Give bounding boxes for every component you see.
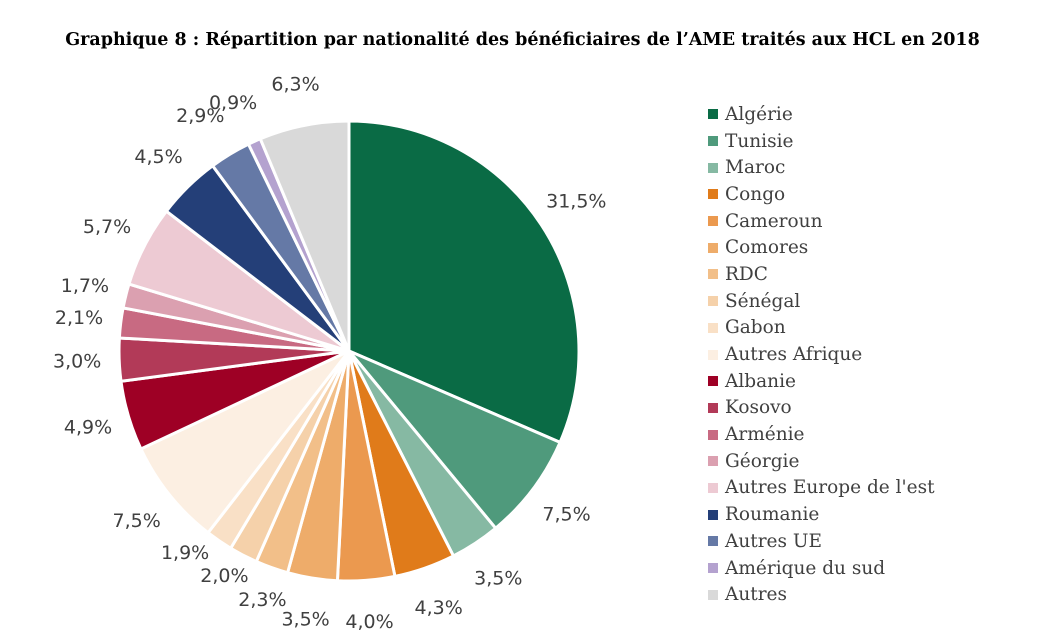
legend-swatch — [708, 189, 718, 200]
data-label: 2,3% — [238, 589, 286, 611]
data-label: 5,7% — [83, 216, 131, 238]
legend-item: Cameroun — [708, 208, 935, 235]
legend-item: Autres Europe de l'est — [708, 475, 935, 502]
legend-item: Sénégal — [708, 288, 935, 315]
data-label: 0,9% — [209, 92, 257, 114]
data-label: 3,5% — [281, 609, 329, 630]
legend-swatch — [708, 402, 718, 413]
legend-swatch — [708, 242, 718, 253]
legend-label: Albanie — [725, 370, 796, 392]
legend-item: Autres — [708, 581, 935, 608]
data-label: 7,5% — [542, 503, 590, 525]
legend-label: RDC — [725, 263, 768, 285]
data-label: 4,5% — [134, 146, 182, 168]
data-label: 2,9% — [176, 105, 224, 127]
legend-swatch — [708, 536, 718, 547]
legend-item: Tunisie — [708, 128, 935, 155]
legend-label: Maroc — [725, 157, 786, 179]
legend-item: Comores — [708, 234, 935, 261]
data-label: 4,9% — [64, 417, 112, 439]
pie-slice-autres-afrique — [139, 349, 351, 535]
data-label: 4,3% — [415, 597, 463, 619]
legend-item: Algérie — [708, 101, 935, 128]
legend-item: Congo — [708, 181, 935, 208]
legend-label: Arménie — [725, 424, 805, 446]
data-label: 6,3% — [271, 73, 319, 95]
legend-item: RDC — [708, 261, 935, 288]
data-label: 31,5% — [546, 191, 606, 213]
legend-label: Autres Europe de l'est — [725, 477, 935, 499]
legend-item: Maroc — [708, 154, 935, 181]
legend-label: Kosovo — [725, 397, 792, 419]
legend-label: Amérique du sud — [725, 557, 886, 579]
legend-item: Amérique du sud — [708, 555, 935, 582]
legend-swatch — [708, 162, 718, 173]
legend-swatch — [708, 589, 718, 600]
data-label: 2,1% — [55, 307, 103, 329]
legend-item: Géorgie — [708, 448, 935, 475]
legend-label: Comores — [725, 237, 809, 259]
data-label: 3,0% — [53, 350, 101, 372]
legend-label: Tunisie — [725, 130, 794, 152]
chart-title: Graphique 8 : Répartition par nationalit… — [65, 30, 980, 50]
legend-label: Cameroun — [725, 210, 823, 232]
legend-label: Autres Afrique — [725, 344, 863, 366]
legend-swatch — [708, 109, 718, 120]
legend-label: Gabon — [725, 317, 786, 339]
legend-label: Congo — [725, 183, 786, 205]
legend-swatch — [708, 456, 718, 467]
legend-swatch — [708, 429, 718, 440]
legend-label: Autres — [725, 584, 787, 606]
legend-item: Gabon — [708, 315, 935, 342]
legend-swatch — [708, 296, 718, 307]
legend-item: Autres UE — [708, 528, 935, 555]
pie-slice-tunisie — [347, 349, 562, 530]
pie-slice-autres — [258, 119, 351, 353]
legend-item: Kosovo — [708, 395, 935, 422]
data-label: 1,7% — [61, 275, 109, 297]
legend-swatch — [708, 376, 718, 387]
data-label: 2,0% — [200, 565, 248, 587]
data-label: 4,0% — [345, 611, 393, 630]
legend-label: Roumanie — [725, 504, 820, 526]
legend-item: Albanie — [708, 368, 935, 395]
legend-swatch — [708, 349, 718, 360]
legend: Algérie Tunisie Maroc Congo Cameroun Comores R… — [708, 101, 935, 608]
data-label: 1,9% — [161, 542, 209, 564]
legend-swatch — [708, 482, 718, 493]
legend-swatch — [708, 563, 718, 574]
legend-item: Roumanie — [708, 501, 935, 528]
data-label: 7,5% — [113, 510, 161, 532]
legend-item: Autres Afrique — [708, 341, 935, 368]
legend-label: Algérie — [725, 103, 793, 125]
legend-swatch — [708, 509, 718, 520]
legend-swatch — [708, 322, 718, 333]
legend-label: Géorgie — [725, 450, 800, 472]
legend-swatch — [708, 269, 718, 280]
legend-swatch — [708, 136, 718, 147]
legend-swatch — [708, 216, 718, 227]
legend-label: Autres UE — [725, 530, 822, 552]
legend-item: Arménie — [708, 421, 935, 448]
pie-slice-alg-rie — [347, 119, 581, 444]
legend-label: Sénégal — [725, 290, 801, 312]
data-label: 3,5% — [474, 567, 522, 589]
